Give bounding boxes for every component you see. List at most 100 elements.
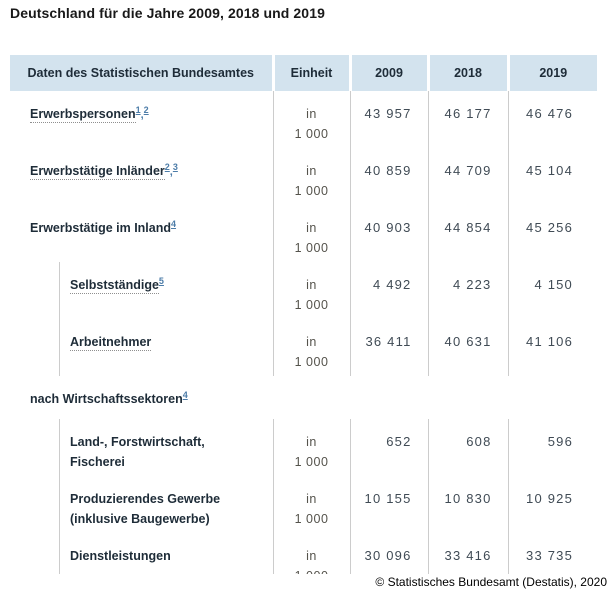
label-cell: Arbeitnehmer xyxy=(10,319,273,376)
unit-line: in xyxy=(306,221,317,235)
statistics-table: Daten des Statistischen Bundesamtes Einh… xyxy=(10,55,597,574)
value-cell: 30 096 xyxy=(349,533,428,574)
copyright-notice: © Statistisches Bundesamt (Destatis), 20… xyxy=(375,575,607,589)
unit-cell: in 1 000 xyxy=(272,91,350,148)
footnote-separator: , xyxy=(169,166,173,178)
value-cell: 46 177 xyxy=(427,91,508,148)
value-cell: 4 492 xyxy=(349,262,428,319)
label-cell: Dienstleistungen xyxy=(10,533,273,574)
unit-line: 1 000 xyxy=(275,566,349,574)
value-cell: 4 223 xyxy=(427,262,508,319)
unit-line: 1 000 xyxy=(294,241,329,255)
footnote-link[interactable]: 2 xyxy=(143,104,149,115)
column-header-2018: 2018 xyxy=(426,55,508,91)
row-label-text: Produzierendes Gewerbe (inklusive Baugewe… xyxy=(70,492,221,526)
value-cell: 44 854 xyxy=(427,205,508,262)
row-label: Dienstleistungen xyxy=(70,549,171,563)
value-cell: 33 416 xyxy=(427,533,508,574)
indent-guide-line xyxy=(59,476,60,533)
row-label: Land-, Forstwirtschaft, Fischerei xyxy=(70,435,205,469)
statistics-table-widget: Deutschland für die Jahre 2009, 2018 und… xyxy=(10,5,597,574)
table-row: Erwerbstätige im Inland4 in 1 000 40 903 44 … xyxy=(10,205,597,262)
unit-line: in xyxy=(306,107,317,121)
table-header: Daten des Statistischen Bundesamtes Einh… xyxy=(10,55,597,91)
value-cell: 45 104 xyxy=(507,148,597,205)
unit-cell: in 1 000 xyxy=(272,533,350,574)
table-row: Selbstständige5 in 1 000 4 492 4 223 4 150 xyxy=(10,262,597,319)
row-label: Erwerbspersonen1,2 xyxy=(30,104,149,123)
row-label-text: Erwerbstätige im Inland xyxy=(30,221,172,235)
footnote-link[interactable]: 1 xyxy=(135,104,141,115)
label-cell: Erwerbstätige Inländer2,3 xyxy=(10,148,273,205)
footnote-link[interactable]: 4 xyxy=(182,389,188,400)
unit-cell: in 1 000 xyxy=(272,419,350,476)
column-header-label: Daten des Statistischen Bundesamtes xyxy=(10,55,273,91)
value-cell: 43 957 xyxy=(349,91,428,148)
value-cell: 652 xyxy=(349,419,428,476)
glossary-term[interactable]: Erwerbstätige Inländer xyxy=(30,164,165,180)
unit-cell: in 1 000 xyxy=(272,476,350,533)
value-cell: 36 411 xyxy=(349,319,428,376)
row-label-text: Dienstleistungen xyxy=(70,549,171,563)
unit-cell: in 1 000 xyxy=(272,262,350,319)
row-label: Arbeitnehmer xyxy=(70,335,152,351)
row-label: Erwerbstätige Inländer2,3 xyxy=(30,161,178,180)
footnote-separator: , xyxy=(140,109,144,121)
glossary-term[interactable]: Erwerbspersonen xyxy=(30,107,136,123)
value-cell: 45 256 xyxy=(507,205,597,262)
value-cell: 10 830 xyxy=(427,476,508,533)
table-row: Erwerbspersonen1,2 in 1 000 43 957 46 177 46 … xyxy=(10,91,597,148)
column-header-unit: Einheit xyxy=(271,55,350,91)
value-cell: 10 925 xyxy=(507,476,597,533)
unit-line: 1 000 xyxy=(294,184,329,198)
value-cell: 4 150 xyxy=(507,262,597,319)
label-cell: Land-, Forstwirtschaft, Fischerei xyxy=(10,419,273,476)
footnote-link[interactable]: 3 xyxy=(172,161,178,172)
table-row: Arbeitnehmer in 1 000 36 411 40 631 41 106 xyxy=(10,319,597,376)
value-cell: 44 709 xyxy=(427,148,508,205)
label-cell: Erwerbstätige im Inland4 xyxy=(10,205,273,262)
unit-cell: in 1 000 xyxy=(272,205,350,262)
glossary-term[interactable]: Selbstständige xyxy=(70,278,159,294)
unit-line: in xyxy=(306,164,317,178)
page-title: Deutschland für die Jahre 2009, 2018 und… xyxy=(10,5,325,21)
row-label: Produzierendes Gewerbe (inklusive Baugewe… xyxy=(70,492,220,526)
table-row: Produzierendes Gewerbe (inklusive Baugewe… xyxy=(10,476,597,533)
value-cell: 40 859 xyxy=(349,148,428,205)
column-header-2019: 2019 xyxy=(506,55,597,91)
footnote-link[interactable]: 4 xyxy=(171,218,177,229)
footnote-link[interactable]: 2 xyxy=(164,161,170,172)
unit-line: in xyxy=(306,492,317,506)
label-cell: Selbstständige5 xyxy=(10,262,273,319)
row-label-text: nach Wirtschaftssektoren xyxy=(30,392,183,406)
table-body: Erwerbspersonen1,2 in 1 000 43 957 46 177 46 … xyxy=(10,91,597,574)
row-label: Selbstständige5 xyxy=(70,275,164,294)
unit-line: in xyxy=(306,335,317,349)
column-header-2009: 2009 xyxy=(348,55,428,91)
table-row: nach Wirtschaftssektoren4 xyxy=(10,376,597,419)
table-row: Erwerbstätige Inländer2,3 in 1 000 40 859 44… xyxy=(10,148,597,205)
label-cell: Erwerbspersonen1,2 xyxy=(10,91,273,148)
row-label: Erwerbstätige im Inland4 xyxy=(30,218,177,235)
unit-line: 1 000 xyxy=(294,512,329,526)
unit-line: in xyxy=(306,278,317,292)
value-cell: 41 106 xyxy=(507,319,597,376)
value-cell: 46 476 xyxy=(507,91,597,148)
unit-line: 1 000 xyxy=(294,355,329,369)
indent-guide-line xyxy=(59,419,60,476)
glossary-term[interactable]: Arbeitnehmer xyxy=(70,335,152,351)
value-cell: 33 735 xyxy=(507,533,597,574)
value-cell: 10 155 xyxy=(349,476,428,533)
value-cell: 596 xyxy=(507,419,597,476)
unit-line: 1 000 xyxy=(294,298,329,312)
unit-cell: in 1 000 xyxy=(272,319,350,376)
indent-guide-line xyxy=(59,533,60,574)
footnote-link[interactable]: 5 xyxy=(158,275,164,286)
row-label: nach Wirtschaftssektoren4 xyxy=(30,389,188,406)
indent-guide-line xyxy=(59,319,60,376)
row-label-text: Land-, Forstwirtschaft, Fischerei xyxy=(70,435,205,469)
section-heading-cell: nach Wirtschaftssektoren4 xyxy=(10,376,597,419)
unit-line: 1 000 xyxy=(294,455,329,469)
table-row: Land-, Forstwirtschaft, Fischerei in 1 000 6… xyxy=(10,419,597,476)
